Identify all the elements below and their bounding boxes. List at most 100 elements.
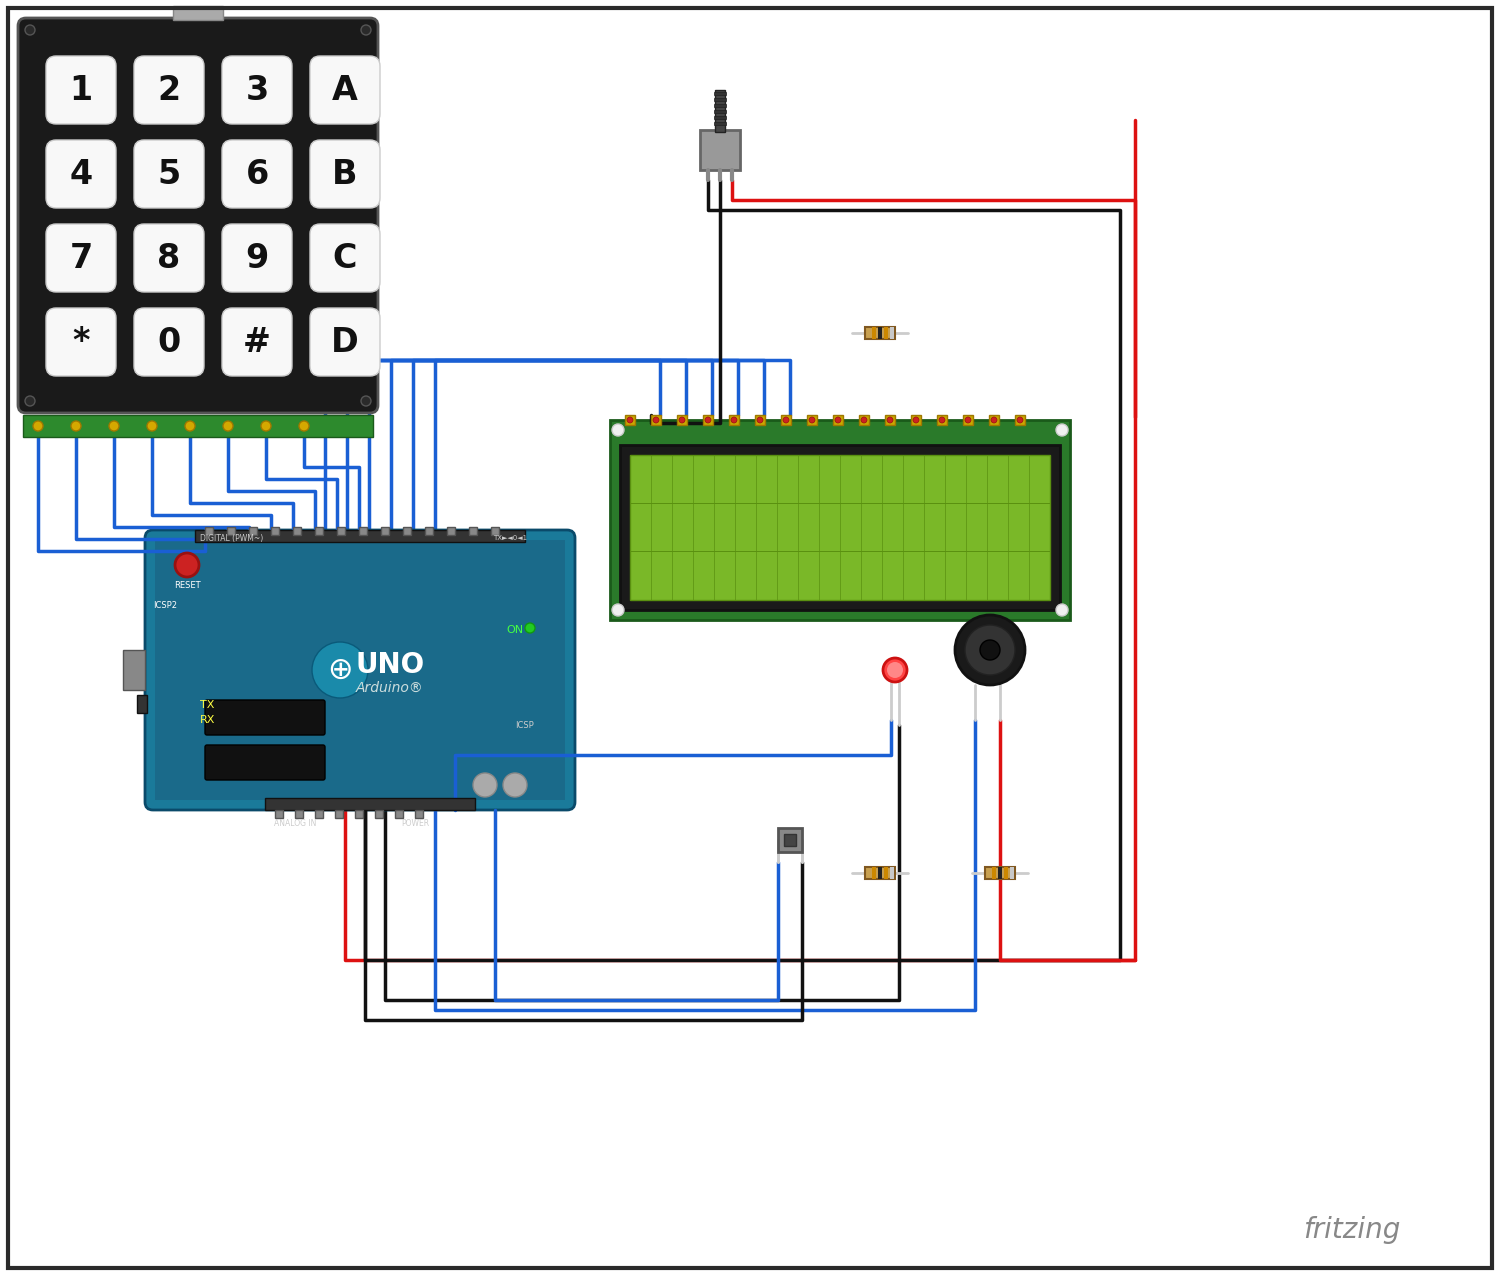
Circle shape (861, 417, 867, 424)
Bar (676, 415, 687, 425)
Bar (1010, 866, 1014, 879)
Text: 7: 7 (69, 241, 93, 274)
Circle shape (26, 396, 34, 406)
Circle shape (992, 417, 998, 424)
Circle shape (362, 26, 370, 34)
Circle shape (964, 417, 970, 424)
FancyBboxPatch shape (222, 308, 292, 376)
Text: B: B (333, 157, 357, 190)
Text: D: D (332, 325, 358, 359)
Bar (807, 415, 818, 425)
Bar (334, 810, 344, 818)
Bar (865, 866, 895, 879)
Text: C: C (333, 241, 357, 274)
Bar (356, 810, 363, 818)
Bar (172, 6, 224, 20)
FancyBboxPatch shape (310, 56, 380, 124)
Bar (754, 415, 765, 425)
Bar (296, 810, 303, 818)
Bar (910, 415, 921, 425)
Circle shape (298, 421, 309, 431)
FancyBboxPatch shape (46, 56, 116, 124)
Circle shape (956, 615, 1024, 685)
Text: 6: 6 (246, 157, 268, 190)
Bar (714, 105, 726, 107)
Bar (206, 527, 213, 535)
FancyBboxPatch shape (46, 308, 116, 376)
Bar (249, 527, 256, 535)
Bar (885, 415, 896, 425)
Text: RX: RX (200, 715, 216, 725)
Circle shape (705, 417, 711, 424)
Circle shape (783, 417, 789, 424)
Bar (226, 527, 236, 535)
Circle shape (184, 421, 195, 431)
Circle shape (886, 662, 903, 678)
Bar (626, 415, 634, 425)
Bar (195, 530, 525, 542)
Bar (404, 527, 411, 535)
Bar (865, 327, 895, 339)
Bar (22, 415, 374, 436)
Text: 2: 2 (158, 74, 180, 106)
Bar (729, 415, 740, 425)
Bar (266, 798, 476, 810)
Bar (878, 866, 882, 879)
Bar (992, 866, 996, 879)
Text: A: A (332, 74, 358, 106)
Text: 0: 0 (158, 325, 180, 359)
Bar (716, 91, 724, 131)
Circle shape (980, 641, 1000, 660)
Circle shape (612, 604, 624, 616)
Text: #: # (243, 325, 272, 359)
Bar (651, 415, 662, 425)
FancyBboxPatch shape (310, 140, 380, 208)
Text: 8: 8 (158, 241, 180, 274)
Bar (714, 122, 726, 125)
Bar (394, 810, 404, 818)
Circle shape (884, 658, 908, 681)
FancyBboxPatch shape (46, 140, 116, 208)
Bar (871, 866, 876, 879)
Circle shape (1017, 417, 1023, 424)
Bar (375, 810, 382, 818)
FancyBboxPatch shape (222, 140, 292, 208)
Bar (890, 866, 894, 879)
Bar (490, 527, 500, 535)
Bar (470, 527, 477, 535)
Bar (154, 540, 566, 800)
Bar (714, 92, 726, 94)
Circle shape (176, 553, 200, 577)
Circle shape (224, 421, 232, 431)
Circle shape (612, 424, 624, 436)
Bar (123, 649, 146, 690)
FancyBboxPatch shape (18, 18, 378, 413)
Circle shape (110, 421, 118, 431)
Circle shape (70, 421, 81, 431)
Bar (859, 415, 868, 425)
Circle shape (525, 623, 536, 633)
FancyBboxPatch shape (134, 140, 204, 208)
Text: UNO: UNO (356, 651, 424, 679)
Bar (963, 415, 974, 425)
Text: ON: ON (507, 625, 524, 635)
Circle shape (808, 417, 814, 424)
Circle shape (627, 417, 633, 424)
Circle shape (680, 417, 686, 424)
FancyBboxPatch shape (222, 56, 292, 124)
Text: TX►◄0◄1: TX►◄0◄1 (494, 535, 526, 541)
Bar (1004, 866, 1008, 879)
Bar (784, 835, 796, 846)
Circle shape (836, 417, 842, 424)
Bar (358, 527, 368, 535)
Circle shape (362, 396, 370, 406)
FancyBboxPatch shape (134, 225, 204, 292)
Bar (620, 445, 1060, 610)
Bar (871, 327, 876, 339)
Bar (630, 456, 1050, 600)
Bar (315, 527, 322, 535)
Circle shape (964, 625, 1016, 675)
Bar (136, 695, 147, 713)
Text: *: * (72, 325, 90, 359)
Bar (416, 810, 423, 818)
